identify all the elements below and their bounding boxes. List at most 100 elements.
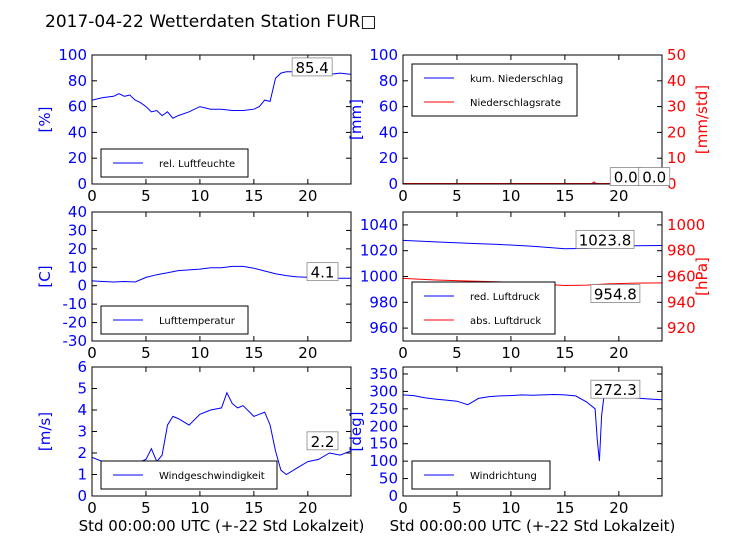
x-tick-label: 5	[452, 187, 462, 205]
y-tick-label: 10	[68, 258, 87, 276]
x-tick-label: 0	[398, 499, 408, 517]
y2-tick-label: 980	[667, 242, 696, 260]
x-tick-label: 20	[609, 187, 628, 205]
y-tick-label: 100	[369, 46, 398, 64]
x-tick-label: 0	[398, 187, 408, 205]
y-tick-label: -20	[63, 314, 88, 332]
figure-title: 2017-04-22 Wetterdaten Station FUR□	[45, 12, 376, 32]
current-value-label: 272.3	[594, 381, 637, 399]
axes-frame	[402, 366, 663, 497]
series-line-p5-0	[92, 391, 351, 476]
x-tick-label: 15	[555, 187, 574, 205]
y-tick-label: -30	[63, 332, 88, 350]
y-axis-label: [mm]	[347, 99, 365, 140]
current-value-label: 1023.8	[579, 231, 632, 249]
x-tick-label: 10	[190, 499, 209, 517]
y-tick-label: 200	[369, 417, 398, 435]
current-value-label: 0.0	[614, 169, 638, 187]
y-tick-label: 20	[68, 149, 87, 167]
legend-entry: rel. Luftfeuchte	[159, 159, 235, 170]
x-tick-label: 20	[609, 499, 628, 517]
y2-tick-label: 0	[667, 175, 677, 193]
x-tick-label: 15	[555, 499, 574, 517]
y-tick-label: 250	[369, 400, 398, 418]
y-tick-label: 20	[68, 240, 87, 258]
series-line-p1-0	[92, 71, 351, 119]
legend-entry: Lufttemperatur	[159, 316, 236, 327]
y-axis-label: [%]	[36, 107, 54, 133]
y-tick-label: 1020	[360, 242, 398, 260]
y2-tick-label: 20	[667, 123, 686, 141]
y-tick-label: 150	[369, 435, 398, 453]
y-tick-label: 100	[369, 452, 398, 470]
x-tick-label: 20	[298, 344, 317, 362]
current-value-label: 85.4	[295, 59, 328, 77]
y-tick-label: 40	[68, 123, 87, 141]
x-tick-label: 15	[244, 187, 263, 205]
x-tick-label: 20	[609, 344, 628, 362]
series-line-p6-0	[403, 393, 662, 462]
subplot-p2: 0 5 10 15 20 0 20 40 60 80 100 0 10 20 30 40 50 [mm] [mm/s…	[347, 46, 711, 205]
y-tick-label: 960	[369, 319, 398, 337]
legend: Lufttemperatur	[100, 305, 249, 335]
y-tick-label: 80	[68, 72, 87, 90]
x-tick-label: 5	[452, 344, 462, 362]
current-value-label-2: 0.0	[642, 169, 666, 187]
x-tick-label: 20	[298, 499, 317, 517]
x-tick-label: 10	[190, 187, 209, 205]
y-tick-label: 0	[77, 175, 87, 193]
x-tick-label: 15	[555, 344, 574, 362]
x-tick-label: 15	[244, 499, 263, 517]
x-tick-label: 15	[244, 344, 263, 362]
y-axis-label: [C]	[36, 265, 54, 287]
y-tick-label: 40	[68, 203, 87, 221]
legend-entry: Niederschlagsrate	[470, 98, 561, 109]
subplot-p3: 0 5 10 15 20-30-20-10010203040[C]Lufttempera…	[36, 203, 352, 362]
y-tick-label: 1000	[360, 268, 398, 286]
x-tick-label: 10	[501, 499, 520, 517]
y-tick-label: 100	[58, 46, 87, 64]
y2-axis-label: [hPa]	[693, 257, 711, 296]
y-tick-label: -10	[63, 295, 88, 313]
legend-entry: Windgeschwindigkeit	[159, 471, 265, 482]
legend-entry: Windrichtung	[470, 471, 537, 482]
x-axis-label: Std 00:00:00 UTC (+-22 Std Lokalzeit)	[79, 517, 365, 535]
y-tick-label: 300	[369, 382, 398, 400]
y-tick-label: 60	[68, 98, 87, 116]
legend-entry: red. Luftdruck	[470, 292, 540, 303]
current-value-label-2: 954.8	[594, 286, 637, 304]
y-tick-label: 1	[77, 466, 87, 484]
y-tick-label: 5	[77, 380, 87, 398]
legend: red. Luftdruck abs. Luftdruck	[411, 281, 556, 335]
y2-tick-label: 1000	[667, 216, 705, 234]
x-tick-label: 10	[501, 187, 520, 205]
subplot-p1: 0 5 10 15 20 0 20 40 60 80 100 [%] rel. Luftfeuchte 8…	[36, 46, 352, 205]
legend-entry: kum. Niederschlag	[470, 74, 563, 85]
y-tick-label: 6	[77, 358, 87, 376]
legend: Windrichtung	[411, 460, 551, 490]
y2-tick-label: 40	[667, 72, 686, 90]
legend: rel. Luftfeuchte	[100, 148, 249, 178]
y-tick-label: 0	[77, 277, 87, 295]
y2-tick-label: 30	[667, 98, 686, 116]
y-tick-label: 1040	[360, 216, 398, 234]
legend: kum. Niederschlag Niederschlagsrate	[411, 63, 578, 117]
y-tick-label: 3	[77, 423, 87, 441]
y-tick-label: 980	[369, 293, 398, 311]
y-tick-label: 60	[379, 98, 398, 116]
x-tick-label: 5	[141, 499, 151, 517]
y-tick-label: 50	[379, 470, 398, 488]
y-tick-label: 30	[68, 221, 87, 239]
y2-tick-label: 920	[667, 319, 696, 337]
x-tick-label: 5	[141, 187, 151, 205]
y-tick-label: 0	[388, 175, 398, 193]
axes-frame	[91, 54, 352, 185]
y2-tick-label: 960	[667, 268, 696, 286]
y2-tick-label: 940	[667, 293, 696, 311]
x-tick-label: 0	[87, 344, 97, 362]
x-tick-label: 0	[398, 344, 408, 362]
y2-axis-label: [mm/std]	[693, 85, 711, 154]
